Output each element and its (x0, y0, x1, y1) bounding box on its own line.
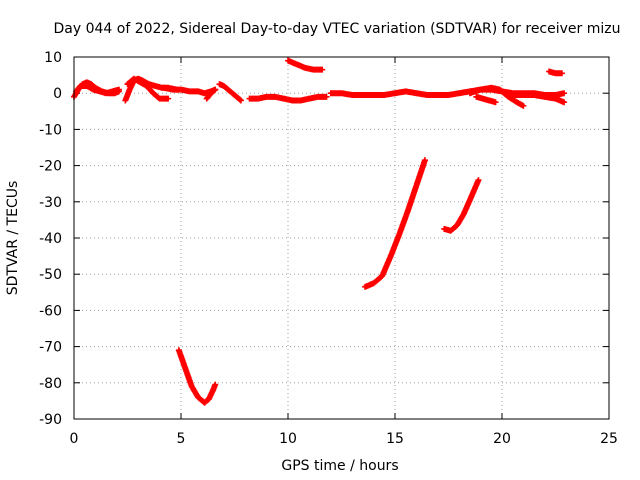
x-tick-label: 5 (177, 431, 186, 447)
y-tick-label: 0 (53, 86, 62, 102)
y-tick-label: -70 (39, 340, 62, 356)
data-point (323, 93, 330, 100)
x-tick-label: 10 (279, 431, 297, 447)
y-tick-label: -90 (39, 412, 62, 428)
x-tick-label: 25 (600, 431, 618, 447)
chart-title: Day 044 of 2022, Sidereal Day-to-day VTE… (54, 21, 621, 37)
series-trace-8 (246, 93, 330, 104)
data-point (558, 70, 565, 77)
y-tick-label: -10 (39, 122, 62, 138)
x-axis-label: GPS time / hours (281, 458, 398, 474)
y-tick-label: -20 (39, 159, 62, 175)
y-tick-label: -50 (39, 267, 62, 283)
data-point (561, 99, 568, 106)
x-tick-label: 0 (70, 431, 79, 447)
y-tick-label: 10 (44, 50, 62, 66)
series-trace-13 (285, 57, 326, 73)
data-point (115, 86, 122, 93)
series-trace-4 (124, 75, 172, 102)
x-tick-label: 15 (386, 431, 404, 447)
data-point (520, 102, 527, 109)
x-tick-label: 20 (493, 431, 511, 447)
y-tick-label: -60 (39, 303, 62, 319)
data-point (237, 97, 244, 104)
y-tick-label: -80 (39, 376, 62, 392)
series-trace-2 (73, 82, 122, 97)
data-points (71, 57, 568, 406)
y-axis-label: SDTVAR / TECUs (5, 181, 21, 296)
data-point (421, 157, 428, 164)
data-point (236, 96, 243, 103)
data-point (211, 87, 218, 94)
plot-frame (73, 56, 610, 420)
data-point (212, 381, 219, 388)
series-trace-10 (466, 84, 527, 109)
data-point (165, 95, 172, 102)
data-point (212, 86, 219, 93)
series-trace-12 (509, 92, 568, 106)
series-trace-17 (441, 177, 482, 234)
series-trace-15 (175, 347, 219, 406)
data-point (492, 99, 499, 106)
data-point (319, 66, 326, 73)
data-point (475, 177, 482, 184)
y-tick-label: -40 (39, 231, 62, 247)
series-trace-16 (362, 157, 428, 290)
tick-labels: 0 5 10 15 20 25 10 0 -10 -20 -30 -40 -50 -60 -70 -80 -90 (39, 50, 618, 447)
series-trace-7 (216, 81, 244, 104)
y-tick-label: -30 (39, 195, 62, 211)
series-trace-14 (546, 68, 565, 77)
series-trace-11 (473, 93, 499, 106)
series-trace-6 (203, 86, 219, 102)
series-trace-5 (160, 84, 219, 97)
data-point (561, 90, 568, 97)
